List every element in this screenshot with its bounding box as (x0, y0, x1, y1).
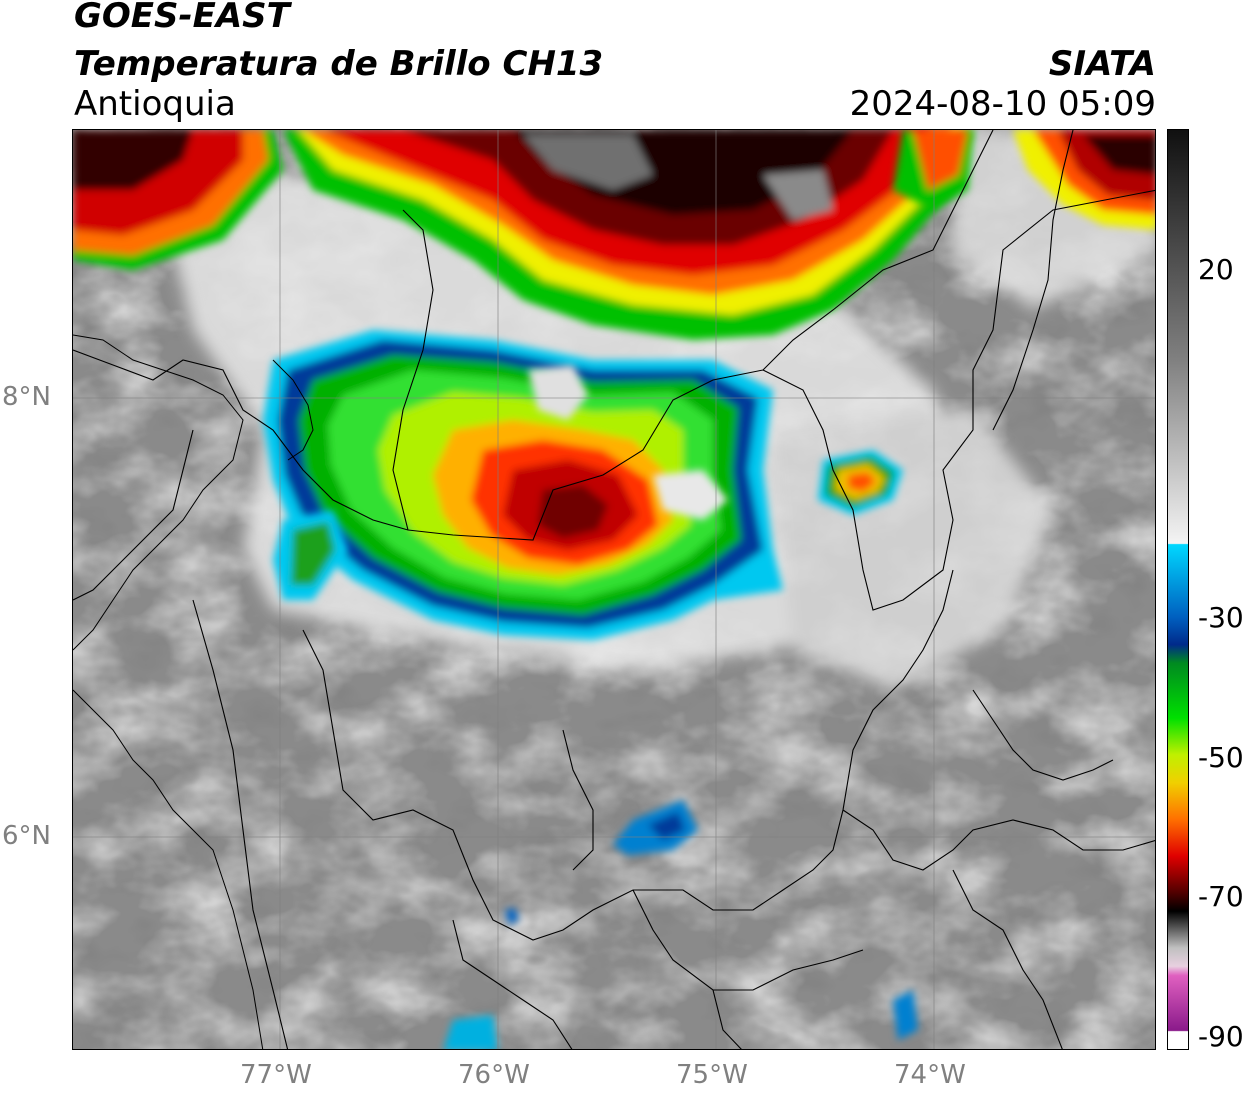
lon-label-77w: 77°W (240, 1060, 312, 1090)
colorbar-tick-20: 20 (1198, 253, 1234, 286)
source-label: SIATA (1048, 44, 1156, 84)
coastline (73, 334, 314, 1049)
lon-label-75w: 75°W (676, 1060, 748, 1090)
admin-borders (73, 130, 1155, 1049)
colorbar-gradient (1168, 130, 1188, 1049)
storm-holes (528, 365, 728, 520)
gridlines (73, 130, 1155, 1049)
timestamp-label: 2024-08-10 05:09 (849, 84, 1156, 124)
satellite-map[interactable] (72, 129, 1156, 1050)
region-label: Antioquia (74, 84, 236, 124)
storm-northeast (893, 130, 1155, 230)
title-satellite: GOES-EAST (74, 0, 290, 36)
storm-northwest (73, 130, 283, 270)
colorbar-tick-minus50: -50 (1198, 741, 1244, 774)
colorbar-tick-minus30: -30 (1198, 601, 1244, 634)
colorbar-tick-minus70: -70 (1198, 880, 1244, 913)
colorbar-tick-minus90: -90 (1198, 1020, 1244, 1053)
lon-label-74w: 74°W (894, 1060, 966, 1090)
map-canvas (73, 130, 1155, 1049)
colorbar (1167, 129, 1189, 1050)
small-cold-cells (273, 510, 918, 1049)
lon-label-76w: 76°W (458, 1060, 530, 1090)
lat-label-6n: 6°N (2, 821, 51, 851)
lat-label-8n: 8°N (2, 382, 51, 412)
storm-north (283, 130, 973, 340)
storm-east-cell (818, 450, 903, 515)
storm-central (263, 330, 783, 640)
title-product: Temperatura de Brillo CH13 (74, 44, 604, 84)
